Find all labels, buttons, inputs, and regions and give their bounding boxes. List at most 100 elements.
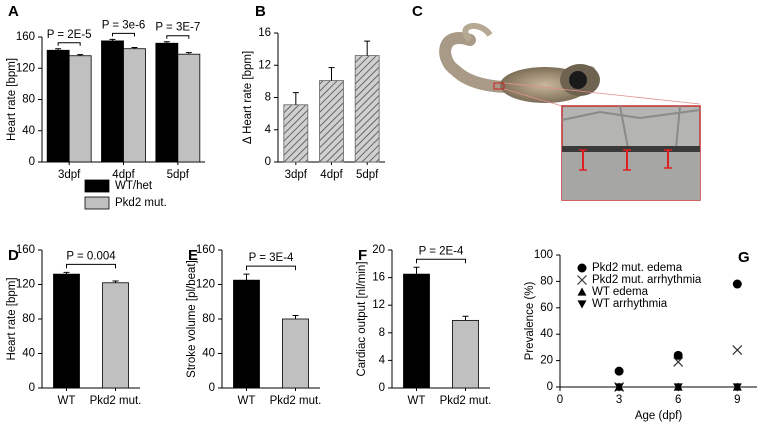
panel-label: C [412, 3, 423, 20]
p-value: P = 3E-7 [155, 22, 200, 34]
point [673, 383, 683, 392]
legend-label: Pkd2 mut. edema [592, 262, 683, 274]
y-tick-label: 8 [265, 92, 271, 104]
bar [68, 55, 92, 163]
x-tick-label: 9 [734, 394, 740, 406]
y-tick-label: 100 [534, 249, 553, 261]
x-tick-label: 0 [557, 394, 563, 406]
y-axis-label: Heart rate [bpm] [6, 277, 18, 360]
panel-label: G [738, 249, 750, 266]
point [732, 279, 742, 289]
bar [177, 53, 201, 163]
bar [155, 42, 179, 163]
legend-label: Pkd2 mut. arrhythmia [592, 274, 702, 286]
x-tick-label: 3dpf [58, 169, 81, 181]
p-value: P = 2E-4 [419, 245, 464, 257]
bar [354, 55, 380, 163]
y-tick-label: 120 [196, 279, 215, 291]
bracket [57, 42, 81, 46]
point [673, 350, 683, 360]
x-axis-label: Age (dpf) [635, 410, 682, 422]
y-tick-label: 0 [209, 382, 215, 394]
error-bar [462, 315, 469, 321]
x-tick-label: Pkd2 mut. [270, 395, 322, 407]
panel-label: F [358, 247, 367, 264]
y-tick-label: 0 [29, 156, 35, 168]
x-tick-label: 3 [616, 394, 622, 406]
bar [283, 104, 309, 163]
x-tick-label: Pkd2 mut. [90, 395, 142, 407]
bar [46, 49, 70, 163]
y-tick-label: 4 [379, 354, 386, 366]
y-tick-label: 12 [258, 59, 271, 71]
x-tick-label: 4dpf [320, 169, 343, 181]
legend-marker [577, 300, 587, 309]
bar [233, 279, 260, 389]
legend-swatch [84, 179, 110, 193]
x-tick-label: 5dpf [167, 169, 190, 181]
bracket [246, 265, 296, 271]
bar [403, 273, 430, 389]
y-tick-label: 16 [372, 272, 385, 284]
bar [319, 80, 344, 163]
error-bar [328, 67, 335, 81]
error-bar [243, 273, 250, 281]
p-value: P = 0.004 [66, 250, 116, 262]
error-bar [413, 266, 420, 275]
point [614, 366, 624, 376]
y-tick-label: 40 [22, 125, 35, 137]
x-tick-label: WT [58, 395, 76, 407]
bracket [112, 32, 135, 37]
legend-marker [577, 263, 587, 273]
error-bar [77, 54, 84, 56]
y-tick-label: 40 [22, 348, 35, 360]
p-value: P = 3e-6 [102, 19, 146, 31]
p-value: P = 2E-5 [47, 29, 92, 41]
y-tick-label: 160 [16, 31, 35, 43]
bar [123, 48, 146, 163]
panel-label: A [8, 3, 19, 20]
y-tick-label: 0 [379, 382, 385, 394]
x-tick-label: 4dpf [112, 169, 135, 181]
legend-label: Pkd2 mut. [115, 197, 167, 209]
y-tick-label: 80 [540, 275, 553, 287]
y-tick-label: 40 [202, 348, 215, 360]
point [732, 383, 742, 392]
x-tick-label: 6 [675, 394, 681, 406]
error-bar [292, 315, 299, 319]
legend-label: WT edema [592, 286, 649, 298]
y-tick-label: 4 [265, 124, 272, 136]
bar [102, 282, 129, 389]
p-value: P = 3E-4 [249, 252, 294, 264]
bracket [166, 35, 190, 39]
point [673, 356, 684, 367]
y-tick-label: 0 [547, 381, 553, 393]
bracket [416, 258, 466, 264]
error-bar [163, 41, 170, 44]
y-tick-label: 0 [265, 156, 271, 168]
bracket [66, 263, 116, 269]
y-axis-label: Heart rate [bpm] [6, 58, 18, 141]
x-tick-label: WT [238, 395, 256, 407]
x-tick-label: 3dpf [285, 169, 308, 181]
point [614, 383, 624, 392]
error-bar [63, 271, 70, 275]
y-tick-label: 120 [16, 279, 35, 291]
y-tick-label: 20 [540, 355, 553, 367]
error-bar [364, 40, 371, 56]
error-bar [292, 92, 299, 105]
y-tick-label: 160 [196, 244, 215, 256]
panel-label: D [8, 247, 19, 264]
y-tick-label: 60 [540, 302, 553, 314]
y-tick-label: 8 [379, 327, 385, 339]
bar [53, 273, 80, 389]
x-tick-label: Pkd2 mut. [440, 395, 492, 407]
bar [282, 318, 309, 389]
legend-label: WT/het [115, 180, 153, 192]
y-axis-label: Stroke volume [pl/beat] [186, 260, 198, 378]
y-axis-label: Δ Heart rate [bpm] [242, 51, 254, 144]
y-axis-label: Prevalence (%) [524, 282, 536, 361]
y-tick-label: 0 [29, 382, 35, 394]
y-tick-label: 20 [372, 244, 385, 256]
point [732, 345, 743, 355]
